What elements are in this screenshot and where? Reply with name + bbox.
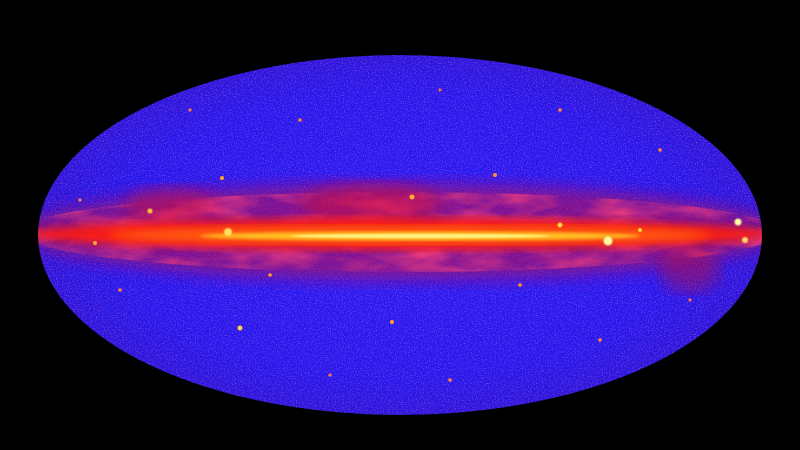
source: [448, 378, 452, 382]
source: [118, 288, 122, 292]
source: [603, 236, 613, 246]
source: [220, 176, 224, 180]
plane-center: [290, 233, 550, 239]
source: [598, 338, 602, 342]
source: [147, 208, 153, 214]
upper-lobe: [300, 183, 440, 227]
right-lobe: [660, 248, 720, 292]
sky-content: [38, 55, 762, 415]
source: [658, 148, 662, 152]
source: [328, 373, 332, 377]
source: [390, 320, 394, 324]
source: [518, 283, 522, 287]
source: [557, 222, 563, 228]
source: [78, 198, 82, 202]
source: [734, 218, 742, 226]
source: [438, 88, 442, 92]
source: [237, 325, 243, 331]
source: [224, 228, 232, 236]
source: [558, 108, 562, 112]
point-sources: [78, 88, 748, 382]
source: [188, 108, 192, 112]
source: [268, 273, 272, 277]
source: [688, 298, 692, 302]
source: [298, 118, 302, 122]
source: [93, 241, 97, 245]
source: [742, 237, 748, 243]
source: [409, 194, 415, 200]
source: [638, 228, 642, 232]
left-lobe: [125, 187, 215, 223]
source: [493, 173, 497, 177]
